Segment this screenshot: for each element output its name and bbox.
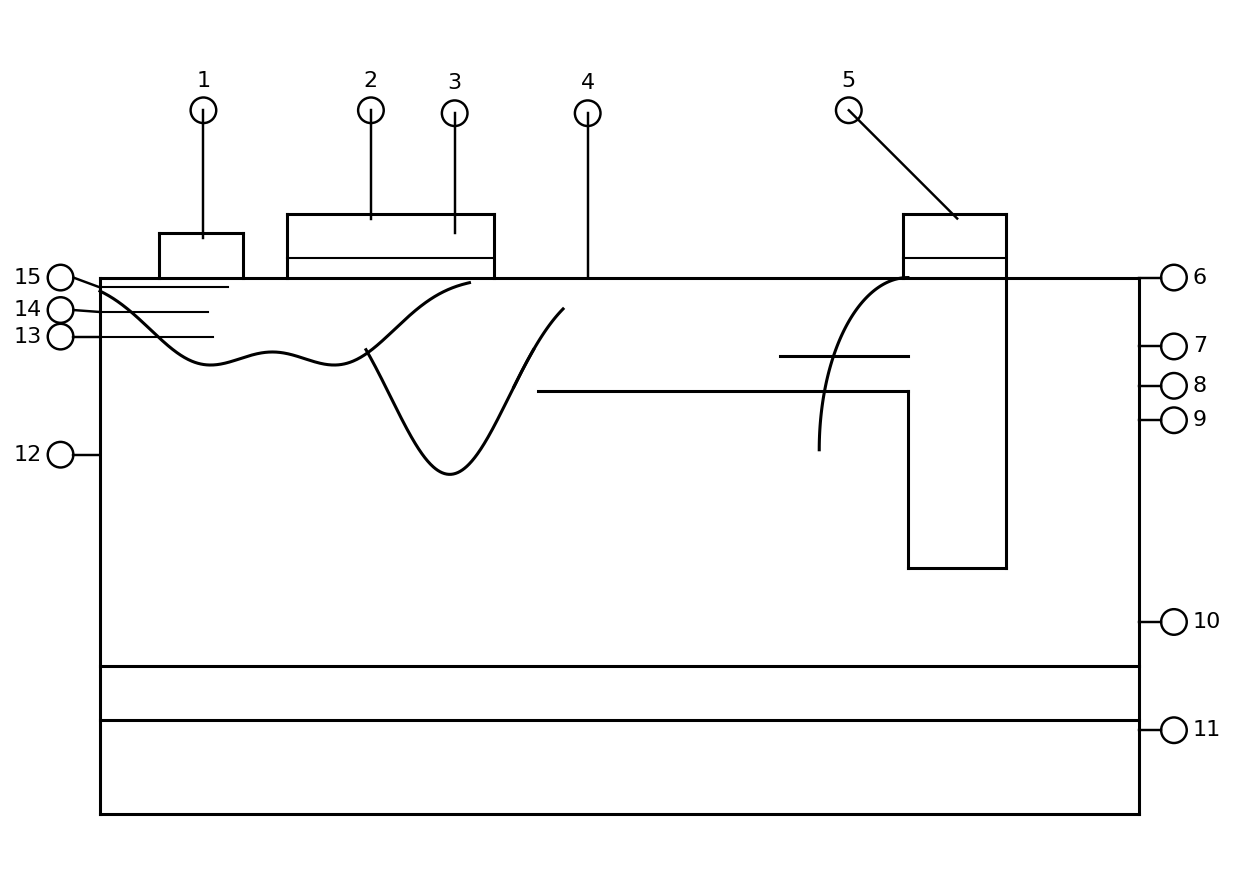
- Text: 9: 9: [1193, 410, 1207, 430]
- Text: 10: 10: [1193, 612, 1221, 632]
- Text: 4: 4: [580, 72, 595, 92]
- Text: 5: 5: [842, 71, 856, 91]
- Text: 3: 3: [448, 72, 461, 92]
- Text: 1: 1: [196, 71, 211, 91]
- Text: 2: 2: [363, 71, 378, 91]
- Text: 15: 15: [14, 267, 42, 287]
- Text: 7: 7: [1193, 336, 1207, 356]
- Text: 6: 6: [1193, 267, 1207, 287]
- Text: 8: 8: [1193, 375, 1207, 395]
- Text: 13: 13: [14, 327, 42, 347]
- Text: 11: 11: [1193, 720, 1221, 740]
- Text: 14: 14: [14, 300, 42, 320]
- Text: 12: 12: [14, 445, 42, 465]
